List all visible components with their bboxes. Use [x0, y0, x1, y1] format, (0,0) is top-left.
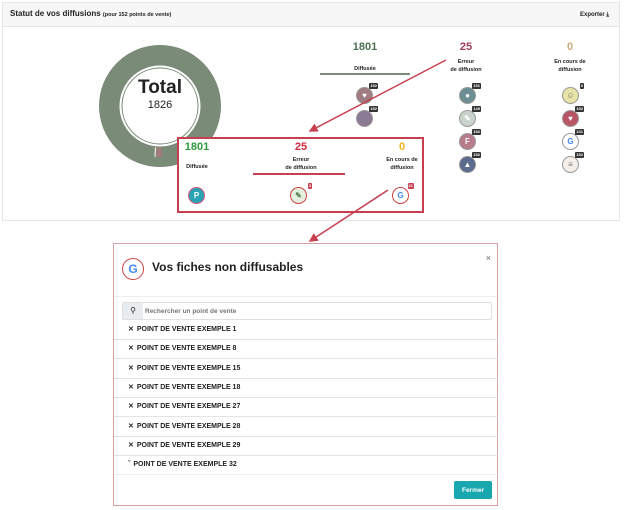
badge: 21 [407, 183, 414, 189]
badge: 152 [575, 152, 584, 158]
error-x-icon: ✕ [128, 345, 134, 353]
donut-value: 1826 [147, 99, 173, 111]
zoom-highlight-box: 1801 Diffusée 25 Erreur de diffusion 0 En… [177, 137, 424, 213]
google-icon[interactable]: G 21 [392, 183, 414, 204]
label-line: En cours de [554, 59, 586, 65]
store-name: POINT DE VENTE EXEMPLE 15 [136, 364, 241, 372]
non-diffusable-modal: G Vos fiches non diffusables × ⚲ ✕POINT … [113, 243, 498, 506]
list-item[interactable]: ✕ POINT DE VENTE EXEMPLE 28 [114, 418, 498, 437]
label-line: Erreur [457, 59, 475, 65]
list-item[interactable]: ✕ POINT DE VENTE EXEMPLE 27 [114, 398, 498, 418]
store-name: POINT DE VENTE EXEMPLE 28 [136, 422, 241, 430]
store-name: POINT DE VENTE EXEMPLE 8 [136, 345, 237, 353]
badge: 152 [575, 106, 584, 112]
store-name: POINT DE VENTE EXEMPLE 32 [133, 461, 237, 469]
export-label: Exporter [579, 12, 605, 18]
doc-icon[interactable]: ≡ 152 [562, 152, 584, 173]
label-line: diffusion [558, 67, 582, 73]
store-name: POINT DE VENTE EXEMPLE 18 [136, 383, 241, 391]
stat-erreur-value: 25 [459, 41, 473, 53]
list-item[interactable]: ✕ POINT DE VENTE EXEMPLE 18 [114, 379, 498, 398]
pin-icon[interactable]: ● 151 [459, 83, 481, 104]
zoom-stat-encours-label[interactable]: En cours de diffusion [362, 156, 442, 172]
search-field: ⚲ [122, 302, 492, 320]
smile-icon[interactable]: ☺ 0 [562, 83, 584, 104]
stat-diffusee-label[interactable]: Diffusée [354, 66, 376, 72]
download-icon: ⤓ [606, 12, 609, 18]
list-item[interactable]: ✕ POINT DE VENTE EXEMPLE 1 [114, 321, 498, 340]
diffusion-status-card: Statut de vos diffusions (pour 152 point… [2, 2, 620, 221]
store-name: POINT DE VENTE EXEMPLE 27 [136, 403, 241, 411]
badge: 152 [369, 83, 378, 89]
list-item[interactable]: ✕ POINT DE VENTE EXEMPLE 8 [114, 340, 498, 360]
modal-title: Vos fiches non diffusables [152, 260, 304, 274]
divider [114, 474, 497, 475]
arrow-to-modal [308, 189, 389, 242]
badge: 0 [579, 83, 584, 89]
active-tab-underline [253, 173, 345, 175]
error-x-icon: ✕ [128, 441, 134, 449]
label-line: Erreur [292, 157, 310, 163]
f-icon[interactable]: F 152 [459, 129, 481, 150]
label-line: En cours de [386, 157, 418, 163]
error-x-icon: ✕ [128, 364, 134, 372]
pen-icon[interactable]: ✎ 3 [290, 183, 312, 204]
active-tab-underline [320, 73, 410, 75]
title-text: Statut de vos diffusions [10, 9, 101, 18]
total-donut [99, 45, 221, 167]
label-line: de diffusion [285, 165, 317, 171]
badge: 152 [472, 129, 481, 135]
store-name: POINT DE VENTE EXEMPLE 29 [136, 441, 241, 449]
badge: 131 [575, 129, 584, 135]
stat-erreur-label[interactable]: Erreur de diffusion [426, 58, 506, 74]
globe-icon[interactable]: ♥ 152 [562, 106, 584, 127]
list-item[interactable]: ✕ POINT DE VENTE EXEMPLE 15 [114, 360, 498, 379]
stat-encours-value: 0 [566, 41, 574, 53]
badge: 3 [307, 183, 312, 189]
badge: 152 [472, 152, 481, 158]
zoom-stat-erreur-value: 25 [294, 141, 308, 153]
chevron-down-icon: ˇ [128, 461, 131, 469]
label-line: diffusion [390, 165, 414, 171]
close-button[interactable]: Fermer [454, 481, 492, 499]
badge: 149 [472, 106, 481, 112]
pin-icon[interactable]: P [188, 187, 205, 204]
store-name: POINT DE VENTE EXEMPLE 1 [136, 326, 237, 333]
pen-icon[interactable]: ✎ 149 [459, 106, 481, 127]
zoom-stat-erreur-label[interactable]: Erreur de diffusion [261, 156, 341, 172]
list-item[interactable]: ✕ POINT DE VENTE EXEMPLE 29 [114, 437, 498, 456]
error-x-icon: ✕ [128, 422, 134, 430]
list-item[interactable]: ˇ POINT DE VENTE EXEMPLE 32 [114, 456, 498, 476]
card-header: Statut de vos diffusions (pour 152 point… [3, 3, 619, 27]
circle-icon[interactable]: 152 [356, 106, 378, 127]
search-input[interactable] [145, 303, 485, 319]
error-x-icon: ✕ [128, 403, 134, 411]
badge: 152 [369, 106, 378, 112]
zoom-stat-encours-value: 0 [398, 141, 406, 153]
divider [114, 296, 497, 297]
arrow-to-box [308, 59, 447, 132]
stat-encours-label[interactable]: En cours de diffusion [530, 58, 610, 74]
export-button[interactable]: Exporter ⤓ [580, 12, 609, 19]
google-icon: G [122, 258, 144, 280]
car-icon[interactable]: ▲ 152 [459, 152, 481, 173]
title-subtitle: (pour 152 points de vente) [102, 12, 172, 18]
donut-label: Total [138, 77, 182, 98]
search-icon[interactable]: ⚲ [123, 303, 143, 319]
card-title: Statut de vos diffusions (pour 152 point… [10, 9, 171, 18]
close-icon[interactable]: × [485, 253, 491, 263]
zoom-stat-diffusee-label[interactable]: Diffusée [186, 164, 208, 170]
badge: 151 [472, 83, 481, 89]
error-x-icon: ✕ [128, 326, 134, 333]
error-x-icon: ✕ [128, 383, 134, 391]
label-line: de diffusion [450, 67, 482, 73]
stat-diffusee-value: 1801 [352, 41, 378, 53]
google-icon[interactable]: G 131 [562, 129, 584, 150]
zoom-stat-diffusee-value: 1801 [184, 141, 210, 153]
